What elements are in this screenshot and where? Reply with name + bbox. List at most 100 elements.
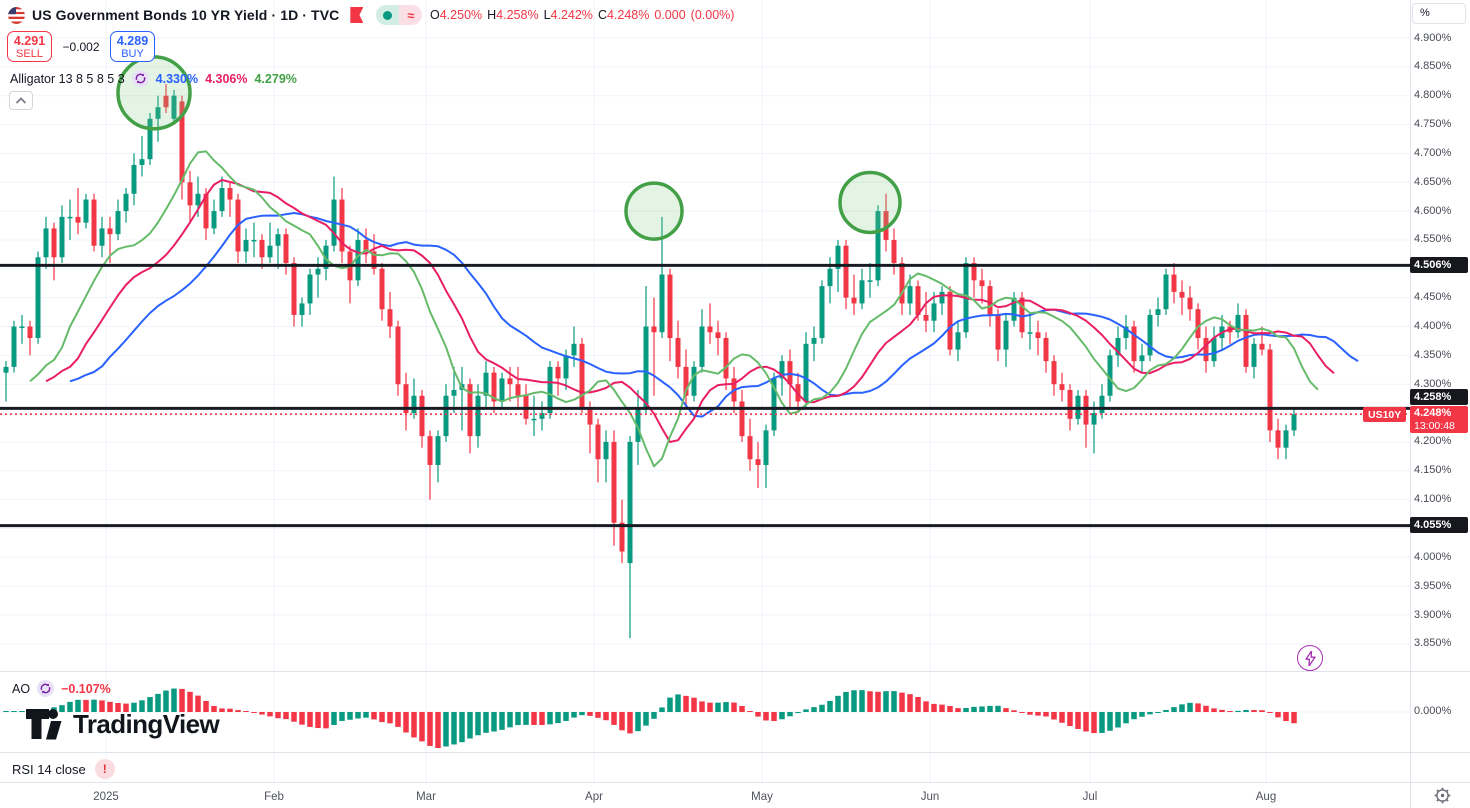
pane-separator-ao-rsi[interactable] — [0, 752, 1470, 753]
candle-body[interactable] — [83, 199, 89, 223]
candle-body[interactable] — [1283, 430, 1289, 448]
candle-body[interactable] — [179, 101, 185, 183]
candle-body[interactable] — [707, 326, 713, 333]
candle-body[interactable] — [123, 193, 129, 212]
candle-body[interactable] — [139, 159, 145, 165]
candle-body[interactable] — [555, 366, 561, 379]
candle-body[interactable] — [1235, 314, 1241, 333]
candle-body[interactable] — [515, 384, 521, 396]
candle-body[interactable] — [643, 326, 649, 408]
candle-body[interactable] — [611, 441, 617, 523]
candle-body[interactable] — [651, 326, 657, 333]
candle-body[interactable] — [1275, 430, 1281, 448]
candle-body[interactable] — [19, 326, 25, 329]
candle-body[interactable] — [1099, 395, 1105, 414]
candle-body[interactable] — [947, 291, 953, 350]
candle-body[interactable] — [43, 228, 49, 258]
candle-body[interactable] — [979, 280, 985, 287]
candle-body[interactable] — [803, 343, 809, 402]
sync-icon[interactable] — [37, 680, 55, 697]
candle-body[interactable] — [907, 286, 913, 304]
candle-body[interactable] — [771, 378, 777, 431]
buy-button[interactable]: 4.289 BUY — [110, 31, 155, 62]
candle-body[interactable] — [699, 326, 705, 367]
candle-body[interactable] — [267, 245, 273, 258]
candle-body[interactable] — [507, 378, 513, 385]
candle-body[interactable] — [11, 326, 17, 367]
candle-body[interactable] — [1043, 338, 1049, 362]
alligator-teeth-line[interactable] — [45, 179, 1335, 443]
candle-body[interactable] — [603, 441, 609, 460]
candle-body[interactable] — [723, 338, 729, 379]
candle-body[interactable] — [219, 188, 225, 212]
candle-body[interactable] — [739, 401, 745, 437]
candle-body[interactable] — [211, 211, 217, 229]
candle-body[interactable] — [1179, 291, 1185, 298]
candle-body[interactable] — [435, 436, 441, 465]
candle-body[interactable] — [1059, 384, 1065, 390]
candle-body[interactable] — [1011, 297, 1017, 321]
candle-body[interactable] — [1187, 297, 1193, 310]
candle-body[interactable] — [419, 395, 425, 437]
candle-body[interactable] — [1123, 326, 1129, 339]
candle-body[interactable] — [915, 286, 921, 315]
candle-body[interactable] — [1019, 297, 1025, 333]
candle-body[interactable] — [59, 216, 65, 258]
candle-body[interactable] — [715, 332, 721, 339]
candle-body[interactable] — [627, 441, 633, 564]
toggle-approx-icon[interactable]: ≈ — [399, 5, 423, 25]
candle-body[interactable] — [275, 234, 281, 246]
candle-body[interactable] — [467, 384, 473, 437]
candle-body[interactable] — [371, 251, 377, 269]
buy-sell-toggle[interactable]: ≈ — [376, 5, 423, 25]
candle-body[interactable] — [971, 263, 977, 281]
candle-body[interactable] — [675, 338, 681, 367]
candle-body[interactable] — [875, 211, 881, 281]
candle-body[interactable] — [115, 211, 121, 235]
alligator-legend[interactable]: Alligator 13 8 5 8 5 3 4.330% 4.306% 4.2… — [10, 70, 297, 87]
candle-body[interactable] — [1259, 343, 1265, 350]
candle-body[interactable] — [1211, 338, 1217, 362]
candle-body[interactable] — [635, 407, 641, 442]
candle-body[interactable] — [1163, 274, 1169, 310]
sell-button[interactable]: 4.291 SELL — [7, 31, 52, 62]
candle-body[interactable] — [483, 372, 489, 396]
candle-body[interactable] — [859, 280, 865, 304]
candle-body[interactable] — [1003, 320, 1009, 350]
candle-body[interactable] — [1115, 338, 1121, 356]
candle-body[interactable] — [299, 303, 305, 315]
pane-separator-main-ao[interactable] — [0, 671, 1470, 672]
candle-body[interactable] — [883, 211, 889, 240]
axis-unit-button[interactable]: % — [1412, 3, 1466, 24]
candle-body[interactable] — [571, 343, 577, 356]
candle-body[interactable] — [451, 389, 457, 396]
candle-body[interactable] — [227, 188, 233, 200]
candle-body[interactable] — [1243, 314, 1249, 367]
candle-body[interactable] — [563, 355, 569, 379]
highlight-circle[interactable] — [838, 170, 902, 235]
candle-body[interactable] — [1035, 332, 1041, 339]
candle-body[interactable] — [403, 384, 409, 414]
candle-body[interactable] — [491, 372, 497, 402]
flash-trade-button[interactable] — [1297, 645, 1323, 671]
symbol-title[interactable]: US Government Bonds 10 YR Yield · 1D · T… — [32, 7, 340, 23]
candle-body[interactable] — [1051, 361, 1057, 385]
candle-body[interactable] — [811, 338, 817, 344]
highlight-circle[interactable] — [624, 181, 684, 241]
candle-body[interactable] — [475, 395, 481, 437]
candle-body[interactable] — [1147, 314, 1153, 356]
candle-body[interactable] — [27, 326, 33, 339]
candle-body[interactable] — [843, 245, 849, 298]
candle-body[interactable] — [1139, 355, 1145, 362]
candle-body[interactable] — [835, 245, 841, 269]
candle-body[interactable] — [587, 407, 593, 425]
candle-body[interactable] — [931, 303, 937, 321]
candle-body[interactable] — [531, 418, 537, 421]
candle-body[interactable] — [1083, 395, 1089, 425]
alert-icon[interactable]: ! — [94, 759, 115, 779]
candle-body[interactable] — [147, 118, 153, 160]
candle-body[interactable] — [411, 395, 417, 414]
candle-body[interactable] — [787, 361, 793, 385]
candle-body[interactable] — [667, 274, 673, 339]
